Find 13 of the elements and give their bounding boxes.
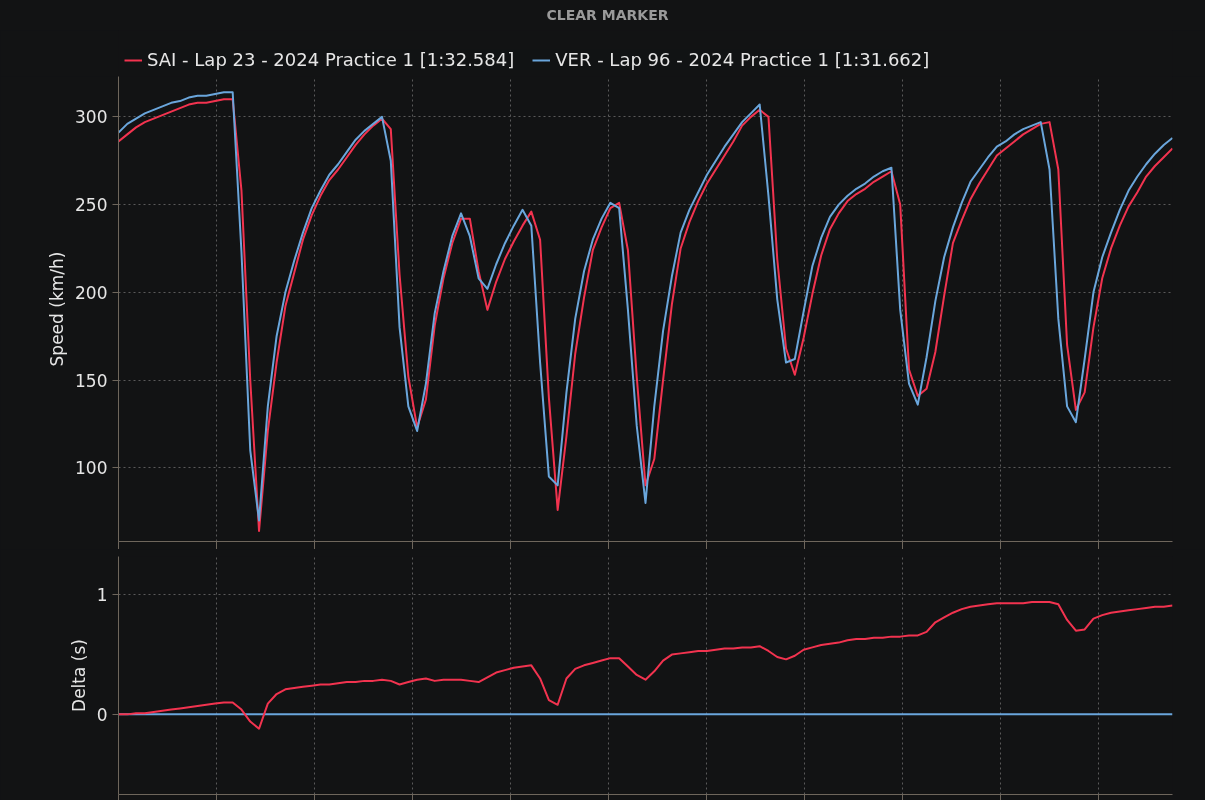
y-tick-label: 150 — [75, 370, 108, 391]
line-series — [118, 600, 1173, 730]
y-tick-label: 100 — [75, 458, 108, 479]
y-tick-label: 0 — [96, 704, 108, 725]
legend-label: VER - Lap 96 - 2024 Practice 1 [1:31.662] — [555, 49, 930, 70]
y-axis-title: Speed (km/h) — [47, 251, 68, 367]
y-tick-label: 250 — [75, 195, 108, 216]
y-tick-label: 200 — [75, 282, 108, 303]
text: CLEAR MARKER — [546, 6, 669, 25]
legend-label: SAI - Lap 23 - 2024 Practice 1 [1:32.584] — [147, 49, 515, 70]
y-axis-title: Delta (s) — [68, 639, 89, 712]
y-tick-label: 300 — [75, 107, 108, 128]
y-tick-label: 1 — [96, 585, 108, 606]
